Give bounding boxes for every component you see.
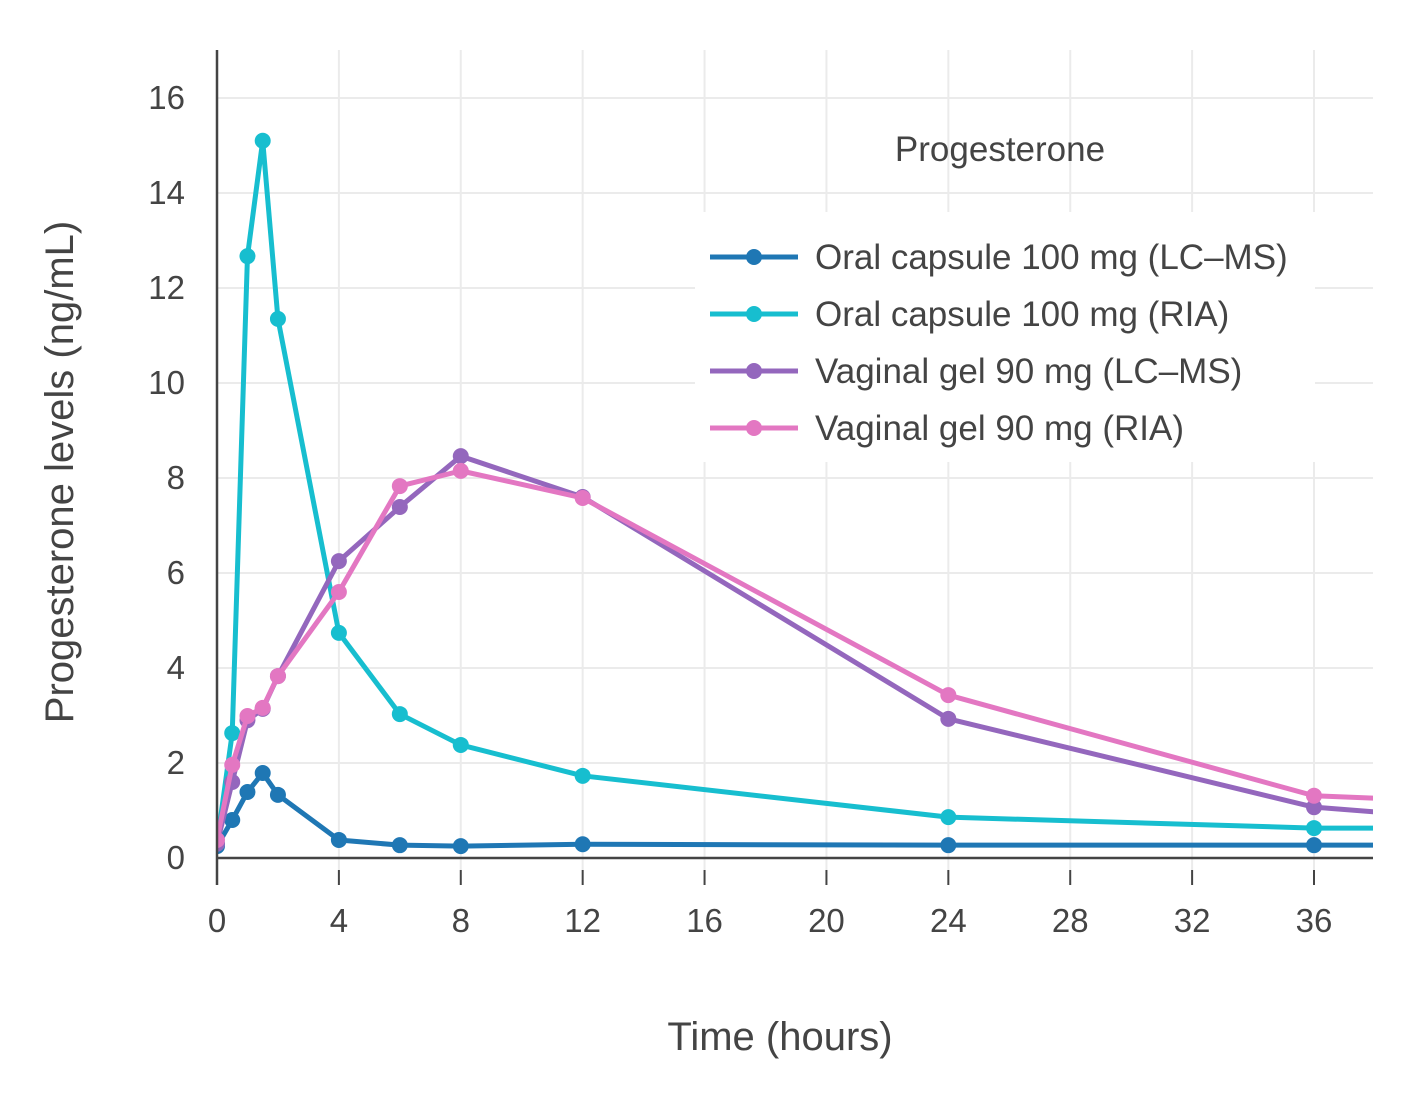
- data-point: [574, 767, 591, 784]
- legend-marker: [746, 420, 762, 436]
- legend-item[interactable]: Vaginal gel 90 mg (LC–MS): [710, 352, 1242, 391]
- legend-item[interactable]: Oral capsule 100 mg (RIA): [710, 295, 1229, 334]
- data-point: [940, 710, 957, 727]
- legend-background: [695, 212, 1315, 462]
- data-point: [254, 764, 271, 781]
- data-point: [452, 462, 469, 479]
- y-tick-label: 0: [167, 839, 185, 876]
- x-tick-label: 4: [330, 902, 348, 939]
- data-point: [330, 584, 347, 600]
- y-tick-label: 16: [148, 79, 185, 116]
- data-point: [940, 809, 957, 826]
- data-point: [239, 707, 256, 724]
- y-tick-label: 14: [148, 174, 185, 211]
- x-tick-label: 24: [930, 902, 967, 939]
- x-tick-label: 32: [1174, 902, 1211, 939]
- data-point: [452, 838, 469, 855]
- data-point: [254, 699, 271, 716]
- legend-label: Vaginal gel 90 mg (LC–MS): [815, 352, 1242, 391]
- legend-marker: [746, 249, 762, 265]
- data-point: [1306, 820, 1322, 837]
- y-tick-label: 6: [167, 554, 185, 591]
- data-point: [330, 831, 347, 848]
- data-point: [391, 837, 408, 854]
- x-tick-label: 36: [1296, 902, 1333, 939]
- y-tick-label: 12: [148, 269, 185, 306]
- data-point: [574, 489, 591, 506]
- series-layer: [217, 132, 1373, 855]
- x-axis-title: Time (hours): [667, 1015, 892, 1059]
- series-2: [217, 448, 1373, 852]
- legend-marker: [746, 363, 762, 379]
- series-line: [217, 468, 1373, 841]
- data-point: [1306, 837, 1322, 854]
- legend-label: Vaginal gel 90 mg (RIA): [815, 409, 1184, 448]
- legend-item[interactable]: Vaginal gel 90 mg (RIA): [710, 409, 1184, 448]
- x-tick-label: 0: [208, 902, 226, 939]
- legend-item[interactable]: Oral capsule 100 mg (LC–MS): [710, 238, 1288, 277]
- data-point: [224, 725, 241, 742]
- data-point: [269, 786, 286, 803]
- legend-label: Oral capsule 100 mg (LC–MS): [815, 238, 1288, 277]
- data-point: [330, 553, 347, 570]
- data-point: [940, 687, 957, 704]
- series-3: [217, 462, 1373, 848]
- y-axis-title: Progesterone levels (ng/mL): [38, 221, 82, 723]
- y-tick-label: 4: [167, 649, 185, 686]
- series-line: [217, 138, 1373, 845]
- data-point: [224, 756, 241, 773]
- data-point: [940, 837, 957, 854]
- data-point: [254, 132, 271, 149]
- data-point: [391, 478, 408, 495]
- data-point: [1306, 799, 1322, 816]
- data-point: [330, 624, 347, 641]
- x-tick-label: 8: [452, 902, 470, 939]
- data-point: [574, 836, 591, 853]
- data-point: [269, 310, 286, 327]
- data-point: [239, 783, 256, 800]
- legend[interactable]: Progesterone Oral capsule 100 mg (LC–MS)…: [695, 130, 1315, 462]
- y-tick-label: 10: [148, 364, 185, 401]
- y-tick-label: 2: [167, 744, 185, 781]
- data-point: [452, 736, 469, 753]
- series-0: [217, 764, 1373, 855]
- data-point: [1306, 787, 1322, 804]
- data-point: [391, 498, 408, 515]
- data-point: [452, 448, 469, 465]
- legend-title: Progesterone: [895, 130, 1105, 169]
- legend-label: Oral capsule 100 mg (RIA): [815, 295, 1229, 334]
- data-point: [391, 706, 408, 723]
- data-point: [239, 248, 256, 265]
- series-line: [217, 770, 1373, 849]
- legend-marker: [746, 306, 762, 322]
- x-tick-label: 20: [808, 902, 845, 939]
- x-tick-label: 28: [1052, 902, 1089, 939]
- y-tick-label: 8: [167, 459, 185, 496]
- x-tick-label: 16: [686, 902, 723, 939]
- data-point: [224, 812, 241, 828]
- data-point: [217, 831, 225, 848]
- x-tick-label: 12: [564, 902, 601, 939]
- data-point: [269, 668, 286, 685]
